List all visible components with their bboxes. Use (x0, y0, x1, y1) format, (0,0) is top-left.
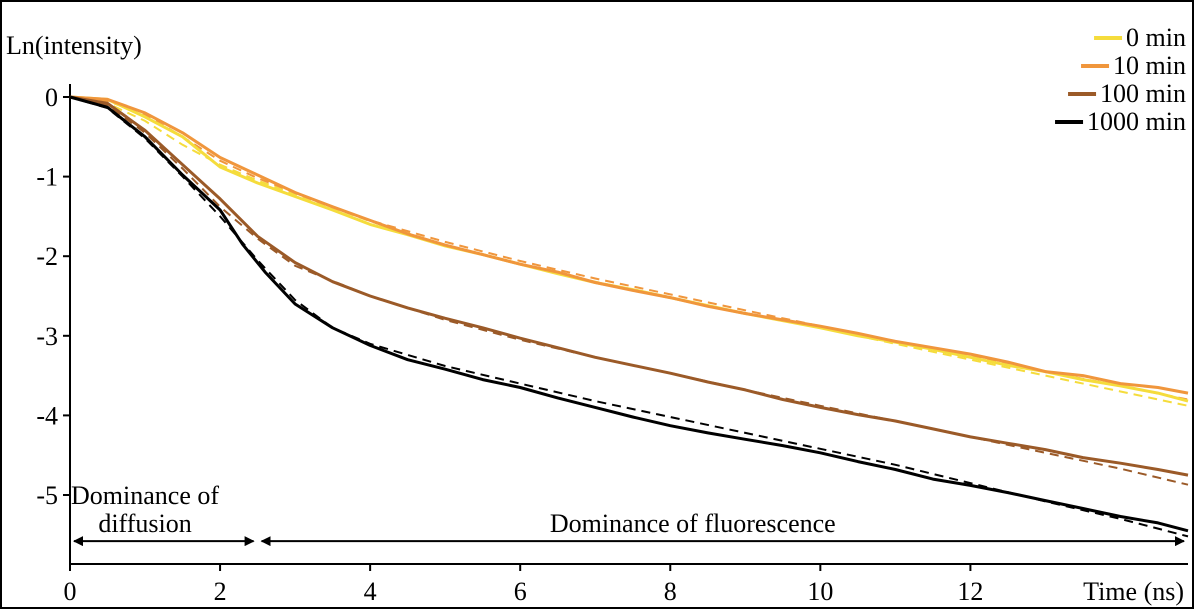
legend-label: 1000 min (1087, 107, 1186, 136)
x-tick-label: 12 (957, 577, 983, 606)
annotation-text: Dominance of (71, 481, 219, 510)
annotation-text: diffusion (98, 509, 191, 538)
y-axis-label: Ln(intensity) (6, 31, 142, 60)
x-tick-label: 4 (364, 577, 377, 606)
y-tick-label: -2 (36, 242, 58, 271)
annotation-text: Dominance of fluorescence (550, 509, 836, 538)
y-tick-label: -1 (36, 163, 58, 192)
x-tick-label: 6 (514, 577, 527, 606)
y-tick-label: -5 (36, 481, 58, 510)
x-tick-label: 8 (664, 577, 677, 606)
y-tick-label: -3 (36, 322, 58, 351)
x-axis-label: Time (ns) (1083, 577, 1184, 606)
y-tick-label: -4 (36, 401, 58, 430)
x-tick-label: 10 (807, 577, 833, 606)
x-tick-label: 2 (214, 577, 227, 606)
y-tick-label: 0 (45, 83, 58, 112)
legend-label: 0 min (1126, 23, 1186, 52)
legend-label: 100 min (1100, 79, 1186, 108)
legend-label: 10 min (1113, 51, 1186, 80)
x-tick-label: 0 (64, 577, 77, 606)
